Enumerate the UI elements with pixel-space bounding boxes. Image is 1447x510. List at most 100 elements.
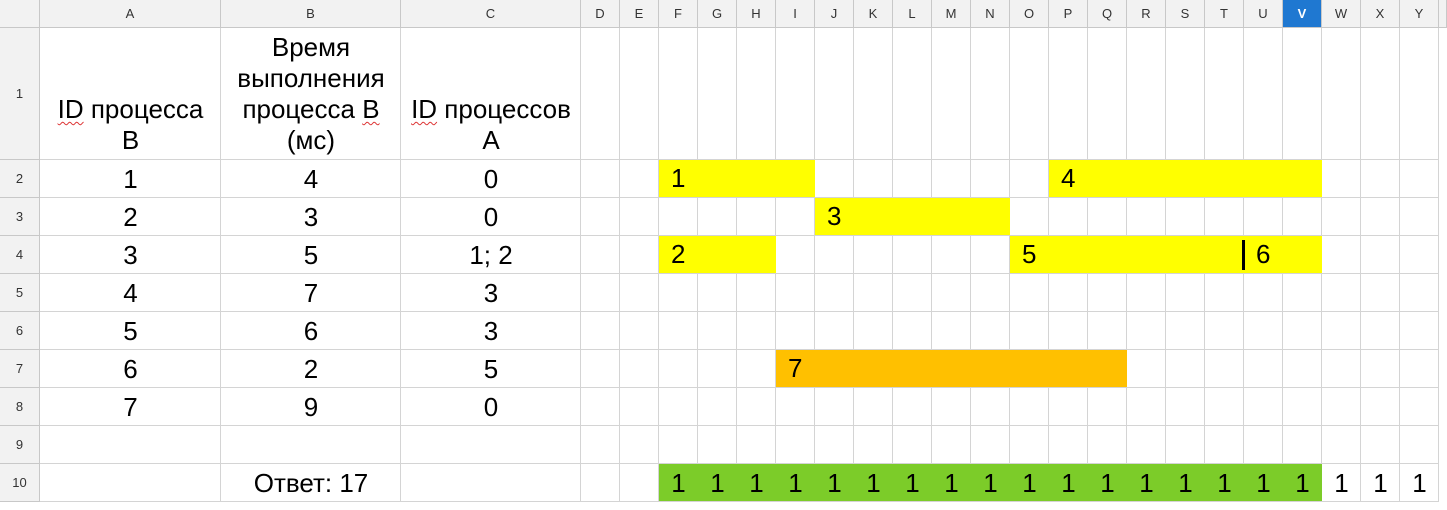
cell-b10[interactable]: [221, 464, 401, 502]
cell-e9[interactable]: [620, 426, 659, 464]
cell-m9[interactable]: [932, 426, 971, 464]
cell-p1[interactable]: [1049, 28, 1088, 160]
cell-k5[interactable]: [854, 274, 893, 312]
cell-f1[interactable]: [659, 28, 698, 160]
cell-f6[interactable]: [659, 312, 698, 350]
cell-x7[interactable]: [1361, 350, 1400, 388]
row-header-10[interactable]: 10: [0, 464, 40, 502]
cell-c8[interactable]: [401, 388, 581, 426]
column-header-h[interactable]: H: [737, 0, 776, 28]
cell-q1[interactable]: [1088, 28, 1127, 160]
column-header-i[interactable]: I: [776, 0, 815, 28]
cell-j4[interactable]: [815, 236, 854, 274]
column-header-a[interactable]: A: [40, 0, 221, 28]
cell-b4[interactable]: [221, 236, 401, 274]
column-header-f[interactable]: F: [659, 0, 698, 28]
column-header-j[interactable]: J: [815, 0, 854, 28]
cell-w6[interactable]: [1322, 312, 1361, 350]
column-header-t[interactable]: T: [1205, 0, 1244, 28]
cell-r7[interactable]: [1127, 350, 1166, 388]
cell-m1[interactable]: [932, 28, 971, 160]
cell-h5[interactable]: [737, 274, 776, 312]
cell-l4[interactable]: [893, 236, 932, 274]
column-header-l[interactable]: L: [893, 0, 932, 28]
cell-n6[interactable]: [971, 312, 1010, 350]
cell-v3[interactable]: [1283, 198, 1322, 236]
cell-l6[interactable]: [893, 312, 932, 350]
cell-x2[interactable]: [1361, 160, 1400, 198]
cell-p8[interactable]: [1049, 388, 1088, 426]
cell-y1[interactable]: [1400, 28, 1439, 160]
cell-w5[interactable]: [1322, 274, 1361, 312]
cell-w9[interactable]: [1322, 426, 1361, 464]
cell-k1[interactable]: [854, 28, 893, 160]
column-header-e[interactable]: E: [620, 0, 659, 28]
cell-d7[interactable]: [581, 350, 620, 388]
cell-y5[interactable]: [1400, 274, 1439, 312]
cell-y2[interactable]: [1400, 160, 1439, 198]
cell-h3[interactable]: [737, 198, 776, 236]
cell-o6[interactable]: [1010, 312, 1049, 350]
cell-a5[interactable]: [40, 274, 221, 312]
cell-h9[interactable]: [737, 426, 776, 464]
cell-x4[interactable]: [1361, 236, 1400, 274]
cell-j8[interactable]: [815, 388, 854, 426]
cell-f5[interactable]: [659, 274, 698, 312]
column-header-y[interactable]: Y: [1400, 0, 1439, 28]
cell-l9[interactable]: [893, 426, 932, 464]
cell-c10[interactable]: [401, 464, 581, 502]
cell-j6[interactable]: [815, 312, 854, 350]
cell-d2[interactable]: [581, 160, 620, 198]
cell-q3[interactable]: [1088, 198, 1127, 236]
cell-j5[interactable]: [815, 274, 854, 312]
cell-g8[interactable]: [698, 388, 737, 426]
cell-c6[interactable]: [401, 312, 581, 350]
cell-g5[interactable]: [698, 274, 737, 312]
cell-u1[interactable]: [1244, 28, 1283, 160]
cell-f8[interactable]: [659, 388, 698, 426]
cell-v1[interactable]: [1283, 28, 1322, 160]
cell-r1[interactable]: [1127, 28, 1166, 160]
column-header-m[interactable]: M: [932, 0, 971, 28]
cell-a10[interactable]: [40, 464, 221, 502]
cell-r8[interactable]: [1127, 388, 1166, 426]
column-header-r[interactable]: R: [1127, 0, 1166, 28]
cell-u8[interactable]: [1244, 388, 1283, 426]
cell-x3[interactable]: [1361, 198, 1400, 236]
cell-b9[interactable]: [221, 426, 401, 464]
row-header-6[interactable]: 6: [0, 312, 40, 350]
cell-u9[interactable]: [1244, 426, 1283, 464]
cell-w8[interactable]: [1322, 388, 1361, 426]
row-header-4[interactable]: 4: [0, 236, 40, 274]
cell-w2[interactable]: [1322, 160, 1361, 198]
cell-t5[interactable]: [1205, 274, 1244, 312]
cell-m8[interactable]: [932, 388, 971, 426]
cell-t7[interactable]: [1205, 350, 1244, 388]
cell-p9[interactable]: [1049, 426, 1088, 464]
cell-o9[interactable]: [1010, 426, 1049, 464]
cell-r9[interactable]: [1127, 426, 1166, 464]
cell-l1[interactable]: [893, 28, 932, 160]
column-header-s[interactable]: S: [1166, 0, 1205, 28]
cell-y3[interactable]: [1400, 198, 1439, 236]
cell-g3[interactable]: [698, 198, 737, 236]
cell-x9[interactable]: [1361, 426, 1400, 464]
cell-e8[interactable]: [620, 388, 659, 426]
cell-r5[interactable]: [1127, 274, 1166, 312]
column-header-g[interactable]: G: [698, 0, 737, 28]
cell-d5[interactable]: [581, 274, 620, 312]
cell-q6[interactable]: [1088, 312, 1127, 350]
cell-b8[interactable]: [221, 388, 401, 426]
select-all-corner[interactable]: [0, 0, 40, 28]
cell-s9[interactable]: [1166, 426, 1205, 464]
cell-t3[interactable]: [1205, 198, 1244, 236]
cell-h1[interactable]: [737, 28, 776, 160]
cell-y8[interactable]: [1400, 388, 1439, 426]
cell-b5[interactable]: [221, 274, 401, 312]
cell-l5[interactable]: [893, 274, 932, 312]
cell-s3[interactable]: [1166, 198, 1205, 236]
cell-y6[interactable]: [1400, 312, 1439, 350]
cell-b3[interactable]: [221, 198, 401, 236]
cell-a6[interactable]: [40, 312, 221, 350]
cell-i5[interactable]: [776, 274, 815, 312]
